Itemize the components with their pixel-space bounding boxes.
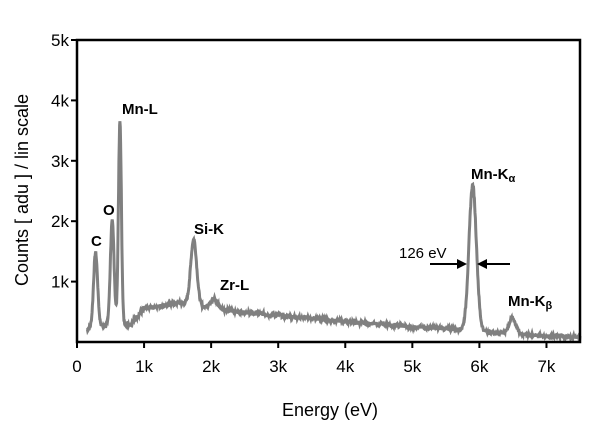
- y-tick-label: 2k: [51, 212, 69, 231]
- label-Mn-Kb: Mn-Kβ: [508, 293, 553, 312]
- x-tick-label: 5k: [403, 357, 421, 376]
- x-axis-label: Energy (eV): [282, 400, 378, 420]
- spectrum-series: [85, 121, 582, 344]
- x-tick-label: 4k: [336, 357, 354, 376]
- plot-frame: [75, 38, 582, 344]
- spectrum-line: [85, 121, 582, 344]
- x-tick-label: 7k: [537, 357, 555, 376]
- label-Zr-L: Zr-L: [220, 277, 249, 294]
- x-tick-label: 0: [72, 357, 81, 376]
- y-tick-label: 4k: [51, 91, 69, 110]
- label-O: O: [103, 202, 115, 219]
- x-tick-label: 2k: [202, 357, 220, 376]
- x-tick-label: 1k: [135, 357, 153, 376]
- label-Mn-L: Mn-L: [122, 101, 158, 118]
- fwhm-label: 126 eV: [399, 245, 447, 262]
- label-C: C: [91, 233, 102, 250]
- y-axis-label: Counts [ adu ] / lin scale: [12, 94, 32, 286]
- label-Si-K: Si-K: [194, 221, 224, 238]
- y-tick-label: 1k: [51, 273, 69, 292]
- fwhm-arrows: [430, 259, 510, 269]
- label-Mn-Ka: Mn-Kα: [471, 166, 516, 185]
- x-tick-label: 6k: [470, 357, 488, 376]
- y-tick-label: 5k: [51, 31, 69, 50]
- x-tick-label: 3k: [269, 357, 287, 376]
- y-tick-label: 3k: [51, 152, 69, 171]
